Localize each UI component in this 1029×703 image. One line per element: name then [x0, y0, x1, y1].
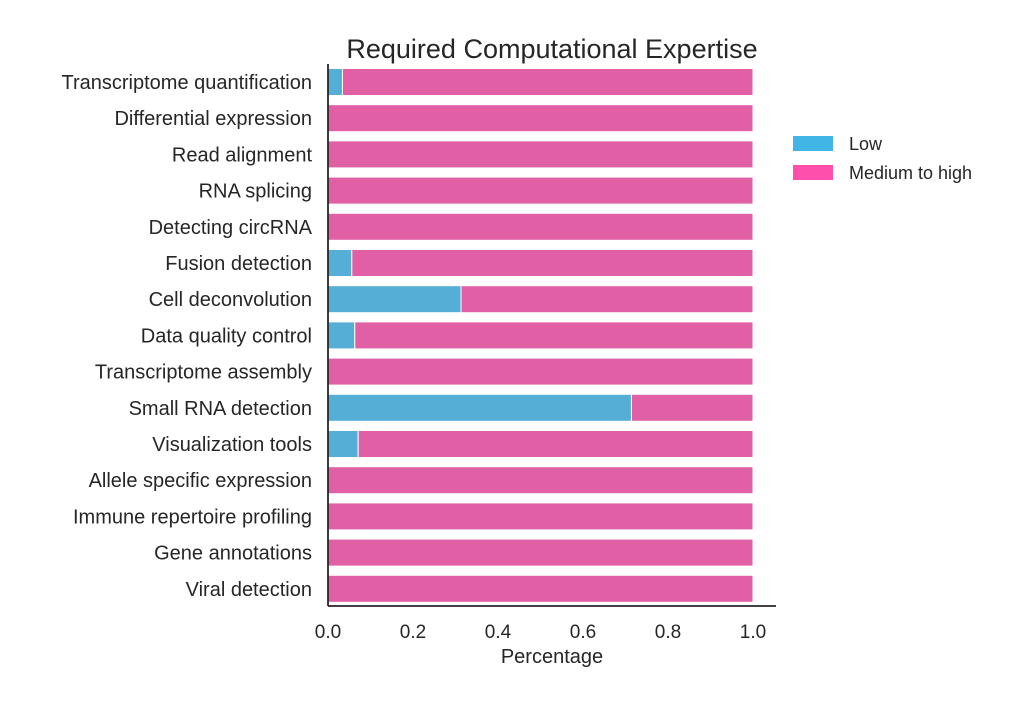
category-label: Viral detection — [186, 579, 312, 601]
legend: Low Medium to high — [793, 134, 972, 183]
bar-medium-high-3 — [327, 176, 754, 205]
bar-medium-high-13 — [327, 538, 754, 567]
category-label: Allele specific expression — [89, 470, 312, 492]
bar-low-0 — [327, 68, 343, 96]
x-tick-label: 1.0 — [740, 622, 766, 643]
legend-swatch-low — [793, 136, 833, 151]
category-label: Differential expression — [114, 108, 312, 130]
bar-medium-high-11 — [327, 466, 754, 495]
bar-low-5 — [327, 249, 353, 277]
bar-medium-high-12 — [327, 502, 754, 531]
bar-medium-high-4 — [327, 212, 754, 241]
category-label: RNA splicing — [199, 181, 312, 203]
bar-low-6 — [327, 285, 462, 314]
bar-medium-high-10 — [357, 430, 754, 458]
category-label: Fusion detection — [165, 253, 312, 275]
x-tick-label: 0.8 — [655, 622, 681, 643]
bar-low-7 — [327, 321, 356, 350]
bar-medium-high-6 — [460, 285, 754, 314]
x-tick-label: 0.6 — [570, 622, 596, 643]
bar-medium-high-7 — [354, 321, 754, 350]
axes — [327, 64, 776, 607]
x-tick-label: 0.0 — [315, 622, 341, 643]
bar-medium-high-1 — [327, 104, 754, 133]
bar-low-10 — [327, 430, 359, 458]
category-label: Immune repertoire profiling — [73, 506, 312, 528]
category-label: Transcriptome assembly — [95, 362, 312, 384]
legend-label: Low — [849, 134, 883, 154]
x-tick-label: 0.4 — [485, 622, 512, 643]
category-label: Transcriptome quantification — [62, 72, 313, 94]
legend-label: Medium to high — [849, 163, 972, 183]
chart-title: Required Computational Expertise — [346, 34, 757, 64]
category-labels: Transcriptome quantification Differential… — [62, 72, 313, 601]
category-label: Data quality control — [141, 325, 312, 347]
bars-group — [327, 68, 754, 603]
category-label: Visualization tools — [152, 434, 312, 456]
category-label: Gene annotations — [154, 543, 312, 565]
category-label: Detecting circRNA — [149, 217, 313, 239]
x-axis-label: Percentage — [501, 646, 603, 668]
bar-medium-high-9 — [630, 393, 754, 422]
bar-medium-high-2 — [327, 140, 754, 169]
bar-low-9 — [327, 393, 632, 422]
category-label: Small RNA detection — [129, 398, 312, 420]
category-label: Read alignment — [172, 144, 313, 166]
category-label: Cell deconvolution — [149, 289, 312, 311]
x-tick-labels: 0.0 0.2 0.4 0.6 0.8 1.0 — [315, 622, 766, 643]
bar-medium-high-8 — [327, 357, 754, 386]
legend-swatch-medium-high — [793, 165, 833, 180]
bar-medium-high-0 — [341, 68, 754, 96]
bar-medium-high-5 — [351, 249, 754, 277]
bar-medium-high-14 — [327, 574, 754, 603]
x-tick-label: 0.2 — [400, 622, 426, 643]
